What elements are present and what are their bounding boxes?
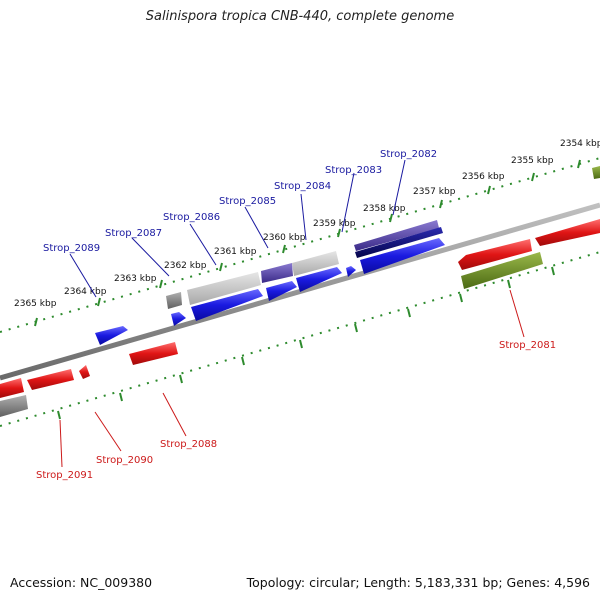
gene-feature[interactable]	[592, 166, 600, 179]
gene-label-strop-2090[interactable]: Strop_2090	[96, 455, 153, 466]
kbp-label-2362: 2362 kbp	[164, 261, 207, 271]
reverse-gene-row	[0, 219, 600, 417]
gene-feature[interactable]	[346, 266, 356, 277]
gene-feature[interactable]	[171, 312, 186, 326]
gene-feature[interactable]	[187, 272, 261, 305]
gene-feature[interactable]	[266, 281, 297, 301]
forward-gene-row	[95, 166, 600, 345]
gene-feature[interactable]	[191, 289, 263, 321]
forward-leader-lines	[69, 159, 406, 298]
kbp-label-2355: 2355 kbp	[511, 156, 554, 166]
gene-feature[interactable]	[166, 292, 182, 309]
gene-feature[interactable]	[461, 252, 543, 289]
gene-label-strop-2086[interactable]: Strop_2086	[163, 212, 220, 223]
gene-feature[interactable]	[27, 369, 74, 390]
kbp-label-2356: 2356 kbp	[462, 172, 505, 182]
gene-feature[interactable]	[360, 238, 445, 274]
gene-label-strop-2085[interactable]: Strop_2085	[219, 196, 276, 207]
gene-feature[interactable]	[354, 220, 439, 251]
reverse-leader-lines	[59, 289, 525, 468]
kbp-label-2358: 2358 kbp	[363, 204, 406, 214]
accession-text: Accession: NC_009380	[10, 575, 153, 590]
gene-label-strop-2087[interactable]: Strop_2087	[105, 228, 162, 239]
gene-feature[interactable]	[79, 365, 90, 379]
gene-feature[interactable]	[95, 326, 128, 345]
gene-feature[interactable]	[296, 267, 342, 292]
map-title: Salinispora tropica CNB-440, complete ge…	[145, 9, 455, 24]
gene-label-strop-2089[interactable]: Strop_2089	[43, 243, 100, 254]
gene-feature[interactable]	[0, 378, 24, 398]
gene-label-strop-2084[interactable]: Strop_2084	[274, 181, 331, 192]
kbp-label-2365: 2365 kbp	[14, 299, 57, 309]
gene-feature[interactable]	[535, 219, 600, 246]
gene-feature[interactable]	[261, 263, 293, 283]
gene-feature[interactable]	[129, 342, 178, 365]
gene-label-strop-2083[interactable]: Strop_2083	[325, 165, 382, 176]
kbp-label-2364: 2364 kbp	[64, 287, 107, 297]
kbp-label-2363: 2363 kbp	[114, 274, 157, 284]
kbp-label-2361: 2361 kbp	[214, 247, 257, 257]
gene-label-strop-2081[interactable]: Strop_2081	[499, 340, 556, 351]
kbp-label-2357: 2357 kbp	[413, 187, 456, 197]
kbp-label-2354: 2354 kbp	[560, 139, 600, 149]
gene-feature[interactable]	[292, 251, 339, 276]
upper-major-ticks	[34, 159, 581, 327]
lower-major-ticks	[57, 266, 555, 420]
gene-feature[interactable]	[0, 395, 28, 417]
gene-feature[interactable]	[458, 239, 532, 270]
gene-label-strop-2082[interactable]: Strop_2082	[380, 149, 437, 160]
gene-label-strop-2088[interactable]: Strop_2088	[160, 439, 217, 450]
gene-label-strop-2091[interactable]: Strop_2091	[36, 470, 93, 481]
kbp-label-2360: 2360 kbp	[263, 233, 306, 243]
gene-feature[interactable]	[355, 227, 443, 258]
topology-text: Topology: circular; Length: 5,183,331 bp…	[246, 575, 590, 590]
kbp-label-2359: 2359 kbp	[313, 219, 356, 229]
